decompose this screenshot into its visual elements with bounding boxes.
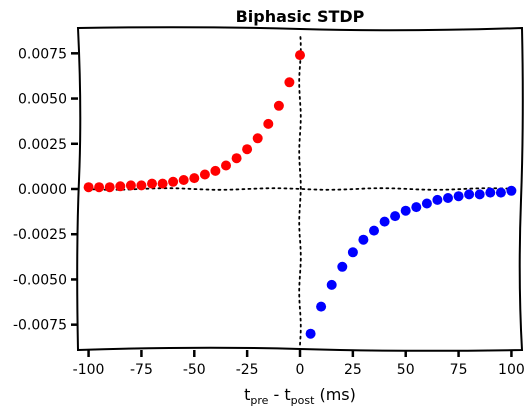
ltd-point [358,234,369,245]
ltd-point [411,202,422,213]
ltd-point [390,211,401,222]
chart-title: Biphasic STDP [236,7,365,26]
ltp-point [273,100,284,111]
y-axis: 0.0075 0.0050 0.0025 0.0000 -0.0025 -0.0050 -0… [13,46,78,334]
x-tick-label: 100 [498,362,525,378]
zero-guides [85,32,515,346]
ltp-point [189,173,200,184]
y-tick-label: 0.0050 [18,92,67,108]
ltd-point [421,198,432,209]
data-points [83,50,517,339]
ltp-point [284,77,295,88]
ltp-point [199,169,210,180]
ltd-point [316,301,327,312]
x-tick-label: 75 [450,362,468,378]
ltd-point [506,185,517,196]
ltd-point [432,194,443,205]
x-axis: -100 -75 -50 -25 0 25 50 75 100 [73,350,525,378]
ltp-point [157,178,168,189]
plot-frame [76,26,524,352]
x-tick-label: -25 [236,362,259,378]
ltd-point [400,205,411,216]
ltp-point [252,133,263,144]
x-tick-label: 0 [296,362,305,378]
ltp-point [125,180,136,191]
ltd-point [379,216,390,227]
y-tick-label: 0.0075 [18,46,67,62]
x-axis-label: tpre - tpost (ms) [244,385,356,407]
ltd-point [464,189,475,200]
ltp-point [147,178,157,189]
x-tick-label: -50 [183,362,206,378]
y-tick-label: -0.0075 [13,318,67,334]
ltd-point [495,187,506,198]
ltp-point [83,182,94,193]
y-tick-label: 0.0025 [18,137,67,153]
vertical-zero-line [298,32,302,346]
x-tick-label: -100 [73,362,105,378]
horizontal-zero-line [85,187,515,191]
ltd-point [485,187,496,198]
ltp-point [221,160,231,171]
ltd-point [326,279,337,290]
ltd-point [337,261,348,272]
x-tick-label: 50 [397,362,415,378]
ltp-point [168,176,179,187]
ltp-point [104,182,115,193]
ltd-point [474,189,485,200]
ltd-point [347,247,358,258]
y-tick-label: -0.0050 [13,272,67,288]
ltd-point [369,225,379,236]
ltp-point [94,182,105,193]
ltp-point [210,165,221,176]
ltd-point [453,191,464,202]
ltp-point [136,180,147,191]
x-tick-label: 25 [344,362,362,378]
ltp-point [295,50,305,61]
ltd-point [305,328,316,339]
ltd-point [443,193,453,203]
x-tick-label: -75 [130,362,153,378]
ltp-point [115,181,126,192]
y-tick-label: -0.0025 [13,227,67,243]
y-tick-label: 0.0000 [18,182,67,198]
ltp-point [178,175,189,185]
ltp-point [263,118,274,129]
ltp-point [242,144,253,155]
ltp-point [231,153,242,164]
